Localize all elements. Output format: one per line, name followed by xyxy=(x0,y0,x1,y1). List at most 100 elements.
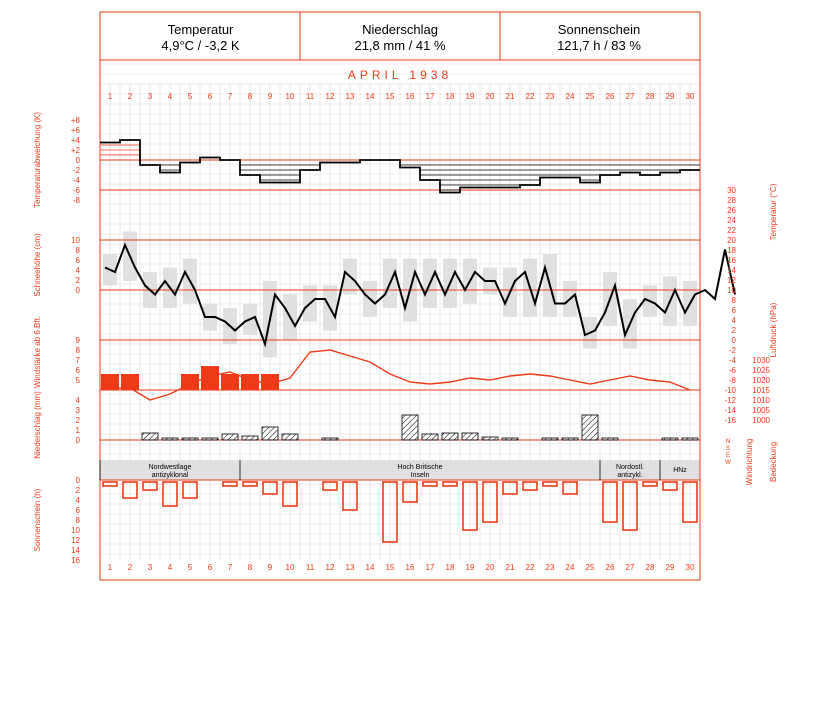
wind-tick: 5 xyxy=(76,376,81,385)
header-precipitation-title: Niederschlag xyxy=(362,22,438,37)
day-label-bottom: 5 xyxy=(188,563,193,572)
month-label: APRIL 1938 xyxy=(348,68,452,82)
day-label-top: 6 xyxy=(208,92,213,101)
day-label-top: 26 xyxy=(606,92,615,101)
day-label-bottom: 3 xyxy=(148,563,153,572)
day-label-bottom: 19 xyxy=(466,563,475,572)
day-label-top: 23 xyxy=(546,92,555,101)
temp-right-tick: 6 xyxy=(732,306,737,315)
wind-bar xyxy=(181,374,199,390)
sunshine-bar xyxy=(562,481,578,495)
precip-bar xyxy=(321,437,339,441)
regime-label: Hoch Britische xyxy=(397,464,442,471)
sunshine-bar xyxy=(602,481,618,523)
precip-bar xyxy=(661,437,679,441)
temp-right-tick: -2 xyxy=(729,346,737,355)
pressure-right-tick: 1005 xyxy=(752,406,770,415)
sun-tick: 10 xyxy=(71,526,80,535)
temp-right-tick: 16 xyxy=(727,256,736,265)
precip-bar xyxy=(221,433,239,441)
pressure-right-tick: 1025 xyxy=(752,366,770,375)
day-label-bottom: 2 xyxy=(128,563,133,572)
pressure-right-tick: 1010 xyxy=(752,396,770,405)
regime-label: HNz xyxy=(673,467,687,474)
day-label-bottom: 21 xyxy=(506,563,515,572)
day-label-bottom: 7 xyxy=(228,563,233,572)
day-label-bottom: 18 xyxy=(446,563,455,572)
temp-right-tick: -8 xyxy=(729,376,737,385)
precip-bar xyxy=(541,437,559,441)
header-temperature: Temperatur 4,9°C / -3,2 K xyxy=(101,16,300,58)
regime-band xyxy=(100,460,700,480)
temp-right-tick: 8 xyxy=(732,296,737,305)
header-temperature-value: 4,9°C / -3,2 K xyxy=(161,38,240,53)
header-precipitation: Niederschlag 21,8 mm / 41 % xyxy=(300,16,500,58)
header-sunshine-value: 121,7 h / 83 % xyxy=(557,38,641,53)
sunshine-bar xyxy=(242,481,258,487)
temp-right-tick: -12 xyxy=(724,396,736,405)
anomaly-tick: +6 xyxy=(71,126,81,135)
regime-label: Inseln xyxy=(411,472,430,479)
axis-title-wind-dir: Windrichtung xyxy=(745,439,754,486)
snow-tick: 4 xyxy=(76,266,81,275)
anomaly-tick: +2 xyxy=(71,146,81,155)
wind-tick: 6 xyxy=(76,366,81,375)
pressure-right-tick: 1015 xyxy=(752,386,770,395)
day-label-bottom: 25 xyxy=(586,563,595,572)
temp-right-tick: 2 xyxy=(732,326,737,335)
sunshine-bar xyxy=(502,481,518,495)
day-label-bottom: 24 xyxy=(566,563,575,572)
day-label-bottom: 12 xyxy=(326,563,335,572)
day-label-bottom: 6 xyxy=(208,563,213,572)
precip-bar xyxy=(601,437,619,441)
day-label-bottom: 27 xyxy=(626,563,635,572)
day-label-bottom: 26 xyxy=(606,563,615,572)
day-label-top: 7 xyxy=(228,92,233,101)
precip-bar xyxy=(441,432,459,441)
pressure-right-tick: 1030 xyxy=(752,356,770,365)
sunshine-bar xyxy=(642,481,658,487)
axis-title-wind: Windstärke ab 6 Bft. xyxy=(33,316,42,388)
day-label-bottom: 4 xyxy=(168,563,173,572)
anomaly-tick: +8 xyxy=(71,116,81,125)
day-label-bottom: 14 xyxy=(366,563,375,572)
header-temperature-title: Temperatur xyxy=(167,22,234,37)
temp-right-tick: 4 xyxy=(732,316,737,325)
anomaly-step-line xyxy=(100,139,700,194)
temp-right-tick: 14 xyxy=(727,266,736,275)
axis-title-precip: Niederschlag (mm) xyxy=(33,391,42,459)
day-label-bottom: 29 xyxy=(666,563,675,572)
day-label-top: 11 xyxy=(306,92,315,101)
precip-bar xyxy=(141,432,159,441)
day-label-bottom: 10 xyxy=(286,563,295,572)
temp-right-tick: -10 xyxy=(724,386,736,395)
regime-label: antizyklonal xyxy=(152,472,189,479)
sunshine-bar xyxy=(402,481,418,503)
sunshine-bar xyxy=(482,481,498,523)
temperature-mean-line xyxy=(104,242,736,348)
day-label-top: 28 xyxy=(646,92,655,101)
precip-bar xyxy=(461,432,479,441)
anomaly-tick: -4 xyxy=(73,176,81,185)
day-label-top: 20 xyxy=(486,92,495,101)
day-label-top: 24 xyxy=(566,92,575,101)
sun-tick: 12 xyxy=(71,536,80,545)
wind-bar xyxy=(121,374,139,390)
snow-tick: 8 xyxy=(76,246,81,255)
precip-bar xyxy=(401,414,419,441)
day-label-bottom: 20 xyxy=(486,563,495,572)
sunshine-bar xyxy=(442,481,458,487)
sunshine-bar xyxy=(102,481,118,487)
header-sunshine: Sonnenschein 121,7 h / 83 % xyxy=(500,16,698,58)
axis-title-temp-right: Temperatur (°C) xyxy=(769,183,778,240)
day-label-bottom: 1 xyxy=(108,563,113,572)
chart-frame xyxy=(99,11,701,581)
regime-label: Nordwestlage xyxy=(149,464,192,471)
pressure-right-tick: 1000 xyxy=(752,416,770,425)
precip-tick: 0 xyxy=(76,436,81,445)
day-label-top: 5 xyxy=(188,92,193,101)
sun-tick: 0 xyxy=(76,476,81,485)
day-label-bottom: 16 xyxy=(406,563,415,572)
header-sunshine-title: Sonnenschein xyxy=(557,22,641,37)
axis-title-sun: Sonnenschein (h) xyxy=(33,488,42,551)
